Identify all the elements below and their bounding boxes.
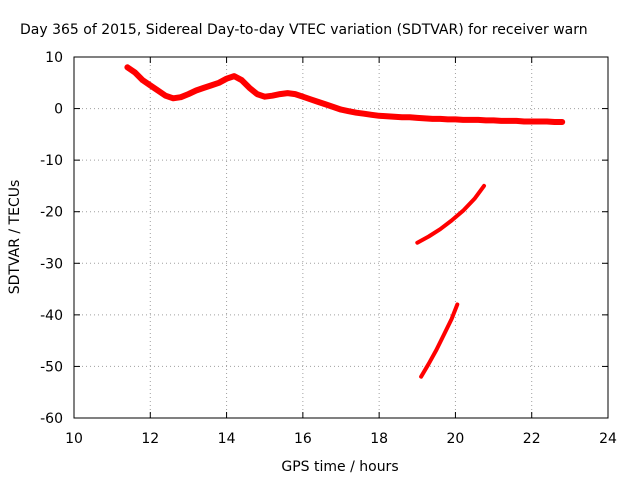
x-tick-label: 20 [447,431,465,447]
y-tick-label: -20 [40,205,63,221]
y-axis-label: SDTVAR / TECUs [7,180,23,295]
y-tick-label: -40 [40,308,63,324]
x-tick-label: 24 [599,431,617,447]
y-tick-label: -50 [40,359,63,375]
x-tick-label: 12 [141,431,159,447]
x-tick-label: 10 [65,431,83,447]
chart-title: Day 365 of 2015, Sidereal Day-to-day VTE… [20,22,588,38]
x-tick-label: 14 [218,431,236,447]
x-tick-label: 18 [370,431,388,447]
y-tick-label: 0 [54,102,63,118]
x-axis-label: GPS time / hours [281,459,398,475]
y-tick-label: -60 [40,411,63,427]
ticks: 10 12 14 16 18 20 22 24 10 0 -10 -20 -30 -40 -50 -60 [40,50,617,447]
plot-frame [73,56,609,419]
x-tick-label: 22 [523,431,541,447]
x-tick-label: 16 [294,431,312,447]
y-tick-label: 10 [45,50,63,66]
series-line-upper-arc [415,183,486,245]
y-tick-label: -10 [40,153,63,169]
y-tick-label: -30 [40,256,63,272]
grid [74,57,608,418]
series-line-main-band [124,64,566,125]
series-line-lower-arc [419,302,460,379]
series-group [124,64,566,379]
